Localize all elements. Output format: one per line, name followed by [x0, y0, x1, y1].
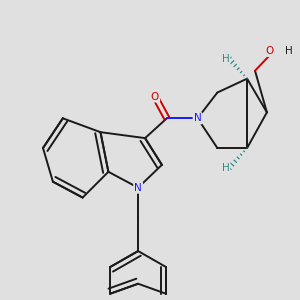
Text: H: H: [221, 54, 229, 64]
Text: O: O: [151, 92, 159, 101]
Text: H: H: [285, 46, 293, 56]
Text: O: O: [266, 46, 274, 56]
Text: N: N: [194, 113, 201, 123]
Text: H: H: [221, 163, 229, 173]
Text: N: N: [134, 183, 142, 193]
